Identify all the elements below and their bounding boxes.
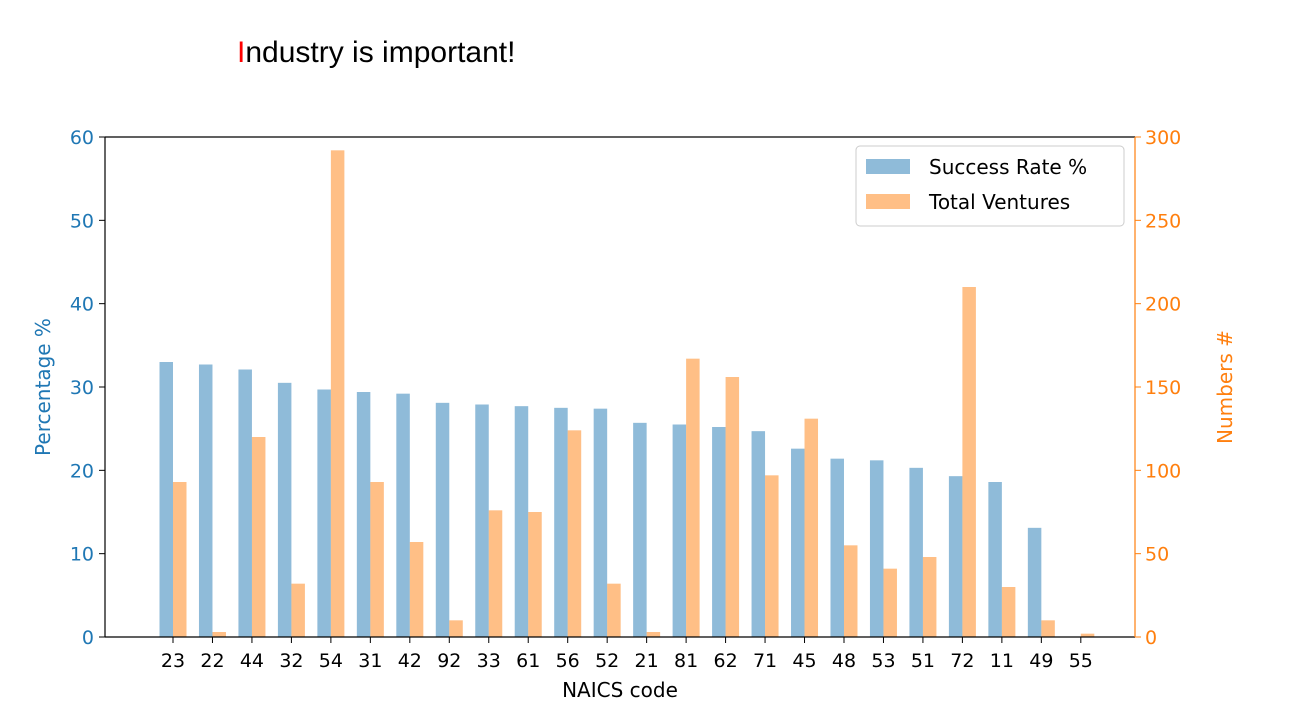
- y-tick-label-right: 300: [1145, 127, 1181, 149]
- y-tick-label-right: 50: [1145, 544, 1169, 566]
- x-tick-label: 22: [200, 650, 224, 672]
- total-ventures-bar: [607, 583, 621, 637]
- x-tick-label: 31: [358, 650, 382, 672]
- y-axis-label-left: Percentage %: [31, 318, 55, 456]
- success-rate-bar: [633, 422, 647, 637]
- total-ventures-bar: [173, 482, 187, 637]
- y-tick-label-left: 0: [82, 627, 94, 649]
- success-rate-bar: [159, 362, 173, 637]
- y-tick-label-left: 50: [70, 210, 94, 232]
- total-ventures-bar: [883, 568, 897, 637]
- x-tick-label: 54: [319, 650, 343, 672]
- x-tick-label: 81: [674, 650, 698, 672]
- x-tick-label: 51: [911, 650, 935, 672]
- y-tick-label-right: 250: [1145, 210, 1181, 232]
- total-ventures-bar: [843, 545, 858, 637]
- total-ventures-bar: [488, 510, 503, 637]
- y-tick-label-right: 0: [1145, 627, 1157, 649]
- total-ventures-bar: [1001, 587, 1016, 637]
- success-rate-bar: [672, 424, 687, 637]
- legend-swatch-success-rate: [866, 159, 910, 174]
- x-tick-label: 71: [753, 650, 777, 672]
- x-tick-label: 52: [595, 650, 619, 672]
- legend-box: [855, 145, 1125, 227]
- total-ventures-bar: [686, 358, 700, 637]
- total-ventures-bar: [251, 437, 266, 637]
- total-ventures-bar: [409, 542, 424, 637]
- success-rate-bar: [475, 404, 489, 637]
- success-rate-bar: [751, 431, 766, 637]
- success-rate-bar: [435, 402, 450, 637]
- total-ventures-bar: [804, 418, 819, 637]
- x-tick-label: 23: [161, 650, 185, 672]
- success-rate-bar: [198, 364, 213, 637]
- x-tick-label: 62: [713, 650, 737, 672]
- total-ventures-bar: [1041, 620, 1055, 637]
- success-rate-bar: [593, 408, 608, 637]
- y-tick-label-left: 30: [70, 377, 94, 399]
- title-rest: ndustry is important!: [245, 36, 516, 69]
- legend-swatch-total-ventures: [866, 194, 910, 209]
- total-ventures-bar: [646, 632, 661, 637]
- y-tick-label-right: 150: [1145, 377, 1181, 399]
- total-ventures-bar: [212, 632, 226, 637]
- total-ventures-bar: [291, 583, 305, 637]
- total-ventures-bar: [370, 482, 384, 637]
- total-ventures-bar: [567, 430, 582, 637]
- legend-label-total-ventures: Total Ventures: [928, 190, 1070, 214]
- x-tick-label: 48: [832, 650, 856, 672]
- success-rate-bar: [1027, 527, 1042, 637]
- x-tick-label: 53: [871, 650, 895, 672]
- success-rate-bar: [909, 467, 923, 637]
- x-tick-label: 44: [240, 650, 264, 672]
- success-rate-bar: [238, 369, 252, 637]
- x-tick-label: 42: [398, 650, 422, 672]
- title-first-letter: I: [237, 36, 246, 69]
- success-rate-bar: [948, 476, 963, 637]
- success-rate-bar: [988, 482, 1002, 637]
- x-tick-label: 45: [792, 650, 816, 672]
- x-tick-label: 33: [477, 650, 501, 672]
- total-ventures-bar: [922, 557, 937, 637]
- success-rate-bar: [791, 448, 805, 637]
- x-tick-label: 32: [279, 650, 303, 672]
- success-rate-bar: [830, 458, 844, 637]
- total-ventures-bar: [765, 475, 779, 637]
- y-tick-label-left: 40: [70, 294, 94, 316]
- total-ventures-bar: [528, 512, 542, 637]
- total-ventures-bar: [1080, 633, 1095, 637]
- y-tick-label-right: 200: [1145, 294, 1181, 316]
- x-tick-label: 21: [635, 650, 659, 672]
- total-ventures-bar: [725, 377, 740, 637]
- page-title: Industry is important!: [237, 36, 515, 70]
- success-rate-bar: [869, 460, 884, 637]
- x-tick-label: 11: [990, 650, 1014, 672]
- y-tick-label-left: 20: [70, 460, 94, 482]
- x-tick-label: 55: [1069, 650, 1093, 672]
- success-rate-bar: [396, 393, 410, 637]
- total-ventures-bar: [330, 150, 345, 638]
- total-ventures-bar: [449, 620, 463, 637]
- y-tick-label-left: 10: [70, 544, 94, 566]
- success-rate-bar: [317, 389, 331, 637]
- y-tick-label-right: 100: [1145, 460, 1181, 482]
- y-tick-label-left: 60: [70, 127, 94, 149]
- success-rate-bar: [356, 392, 371, 637]
- legend-label-success-rate: Success Rate %: [929, 155, 1087, 179]
- total-ventures-bar: [962, 287, 976, 637]
- success-rate-bar: [514, 406, 529, 637]
- x-axis-label: NAICS code: [562, 678, 678, 702]
- success-rate-bar: [277, 382, 292, 637]
- success-rate-bar: [712, 427, 726, 637]
- x-tick-label: 56: [556, 650, 580, 672]
- success-rate-bar: [554, 407, 568, 637]
- x-tick-label: 61: [516, 650, 540, 672]
- x-tick-label: 72: [950, 650, 974, 672]
- y-axis-label-right: Numbers #: [1213, 330, 1237, 444]
- x-tick-label: 49: [1029, 650, 1053, 672]
- x-tick-label: 92: [437, 650, 461, 672]
